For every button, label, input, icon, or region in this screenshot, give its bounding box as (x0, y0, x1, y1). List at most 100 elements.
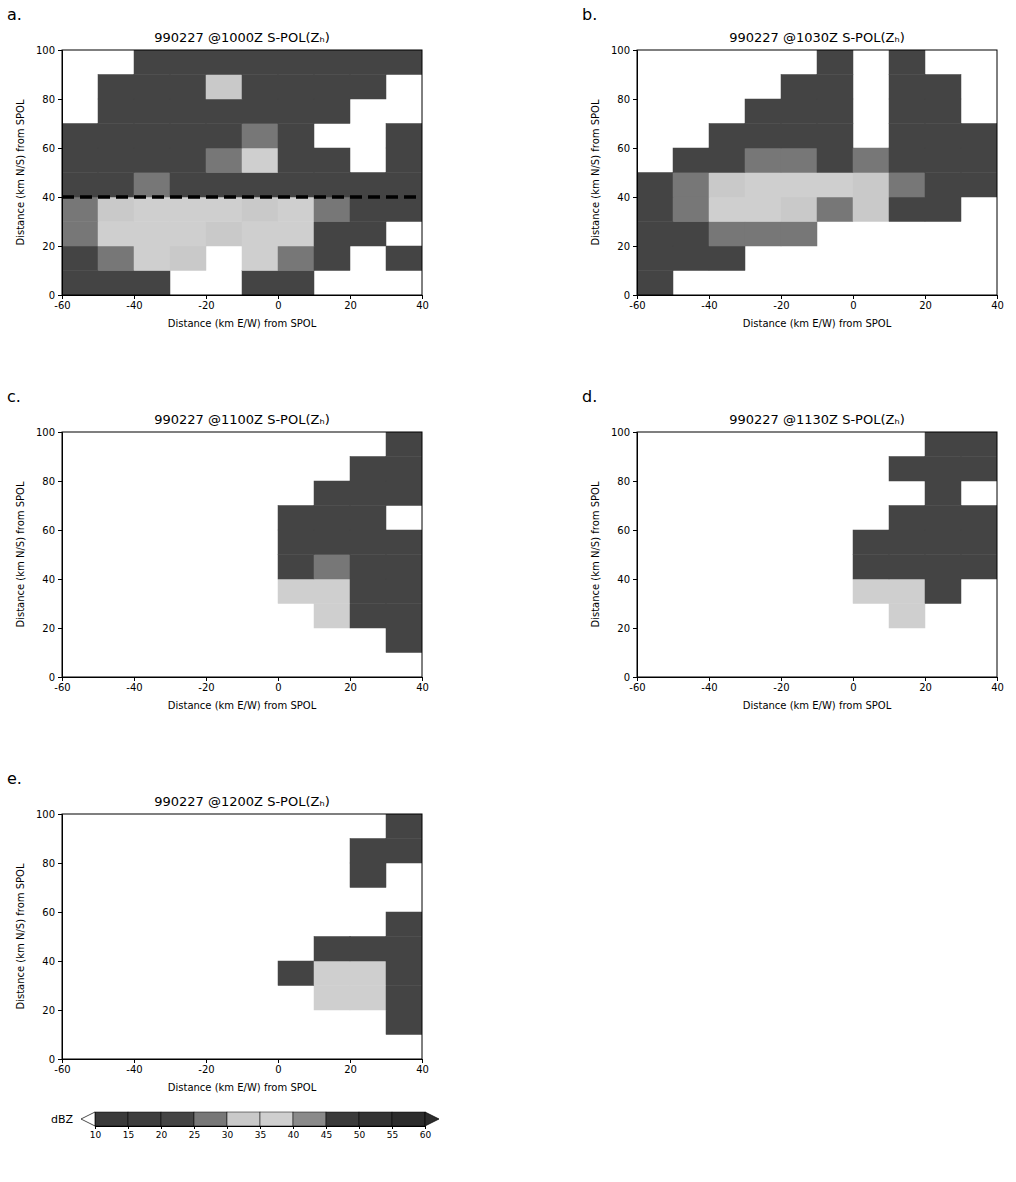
cell (889, 457, 925, 482)
cell (386, 148, 422, 173)
cell (889, 75, 925, 100)
tick: 40 (617, 192, 637, 203)
panel-letter: e. (7, 769, 22, 788)
cell (386, 481, 422, 506)
cell (386, 530, 422, 555)
cell (386, 124, 422, 149)
cell (961, 530, 997, 555)
plot-area (853, 432, 997, 628)
cell (206, 222, 242, 247)
tick: 20 (617, 623, 637, 634)
cell (170, 75, 206, 100)
x-axis: -60-40-2002040 (629, 677, 1004, 693)
cell (278, 222, 314, 247)
tick-label: 60 (617, 525, 630, 536)
tick-label: 0 (49, 290, 55, 301)
cell (314, 506, 350, 531)
panel-letter: a. (7, 5, 22, 24)
cell (781, 124, 817, 149)
cell (925, 432, 961, 457)
tick: 10 (90, 1126, 102, 1140)
colorbar-over (425, 1112, 439, 1126)
cell (314, 530, 350, 555)
cell (637, 271, 673, 296)
tick: 40 (991, 295, 1004, 311)
cell (314, 579, 350, 604)
cell (242, 50, 278, 75)
cell (637, 173, 673, 198)
tick-mark (633, 677, 637, 678)
tick: 20 (42, 623, 62, 634)
tick-mark (350, 1059, 351, 1063)
tick-mark (58, 99, 62, 100)
figure: -60-40-2002040020406080100990227 @1000Z … (0, 0, 1016, 1182)
cell (314, 197, 350, 222)
tick-mark (350, 677, 351, 681)
reference-line (62, 195, 422, 199)
cell (278, 50, 314, 75)
tick: -60 (629, 677, 645, 693)
tick-mark (633, 432, 637, 433)
cell (170, 99, 206, 124)
axis-line (58, 433, 63, 678)
cell (853, 197, 889, 222)
x-axis-title: Distance (km E/W) from SPOL (168, 318, 317, 329)
cell (709, 124, 745, 149)
tick-mark (95, 1126, 96, 1129)
tick: -20 (198, 295, 214, 311)
tick: 100 (611, 427, 637, 438)
cell (709, 148, 745, 173)
tick-label: 20 (919, 300, 932, 311)
tick: 25 (189, 1126, 200, 1140)
tick-mark (633, 530, 637, 531)
tick-mark (227, 1126, 228, 1129)
colorbar-axis: 1015202530354045505560 (90, 1126, 432, 1140)
tick: -40 (126, 677, 142, 693)
tick-label: 25 (189, 1130, 200, 1140)
y-axis-title: Distance (km N/S) from SPOL (15, 481, 26, 627)
cell (889, 148, 925, 173)
cell (314, 604, 350, 629)
tick-mark (781, 295, 782, 299)
tick: 20 (344, 677, 357, 693)
cell (314, 555, 350, 580)
plot-frame (637, 432, 997, 677)
tick-mark (194, 1126, 195, 1129)
tick: 40 (416, 1059, 429, 1075)
tick: 40 (991, 677, 1004, 693)
cell (853, 579, 889, 604)
tick-label: 20 (42, 1005, 55, 1016)
tick-mark (278, 1059, 279, 1063)
cell (350, 579, 386, 604)
cell (134, 173, 170, 198)
tick-label: 20 (617, 241, 630, 252)
tick: -60 (54, 1059, 70, 1075)
tick-mark (278, 677, 279, 681)
y-axis: 020406080100 (611, 427, 638, 683)
cell (62, 148, 98, 173)
tick: 60 (42, 525, 62, 536)
cell (745, 197, 781, 222)
tick-label: -20 (198, 682, 214, 693)
tick: -60 (54, 677, 70, 693)
tick-label: 40 (991, 682, 1004, 693)
colorbar: 1015202530354045505560dBZ (51, 1112, 439, 1140)
cell (350, 839, 386, 864)
tick-mark (633, 148, 637, 149)
y-axis: 020406080100 (36, 809, 63, 1065)
cell (278, 271, 314, 296)
tick-label: 20 (344, 1064, 357, 1075)
panel: -60-40-2002040020406080100990227 @1000Z … (7, 5, 429, 329)
cell (278, 99, 314, 124)
tick-mark (134, 677, 135, 681)
cell (386, 912, 422, 937)
x-axis: -60-40-2002040 (54, 1059, 429, 1075)
cell (350, 863, 386, 888)
tick: 100 (36, 45, 62, 56)
cell (242, 148, 278, 173)
cell (709, 222, 745, 247)
tick-mark (58, 677, 62, 678)
cell (889, 50, 925, 75)
cell (350, 604, 386, 629)
axis-line (63, 1060, 423, 1064)
